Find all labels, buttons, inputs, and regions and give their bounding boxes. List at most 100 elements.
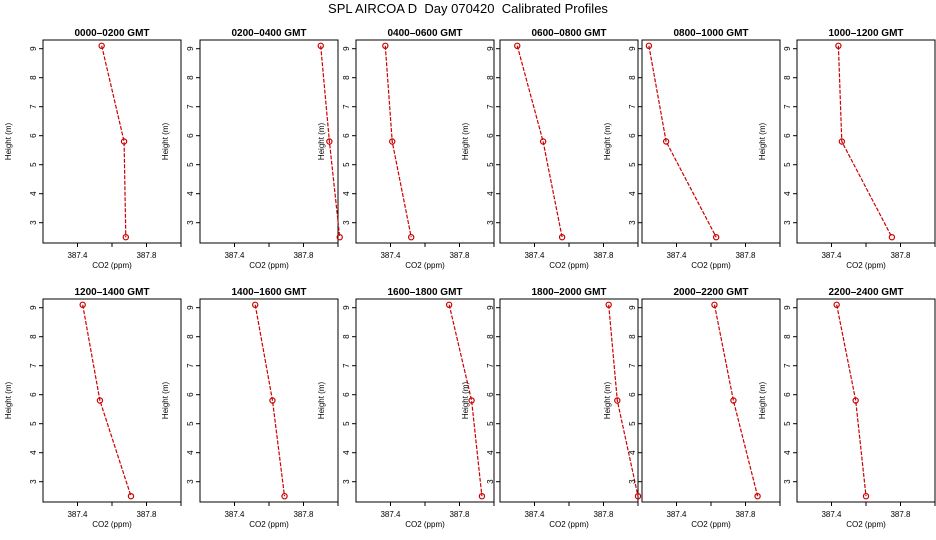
data-point (514, 42, 521, 50)
profile-line (713, 304, 759, 497)
y-tick-label: 6 (342, 133, 351, 138)
y-tick-label: 5 (783, 421, 792, 426)
y-tick-label: 3 (186, 220, 195, 225)
data-point (634, 493, 642, 500)
y-tick-label: 4 (186, 191, 195, 196)
y-tick-label: 9 (342, 305, 351, 310)
y-tick-label: 6 (186, 392, 195, 397)
profile-panel-7: 1200–1400 GMT 3 4 5 6 7 8 9 387.4 387.8 CO2 (ppm) H… (4, 287, 182, 529)
y-tick-label: 4 (783, 191, 792, 196)
y-axis-label: Height (m) (161, 122, 170, 160)
x-tick-label: 387.8 (735, 510, 756, 519)
x-tick-label: 387.4 (224, 510, 245, 519)
data-point (614, 397, 621, 404)
x-tick-label: 387.4 (67, 510, 88, 519)
y-tick-label: 5 (628, 162, 637, 167)
y-tick-label: 3 (29, 220, 38, 225)
x-axis-label: CO2 (ppm) (691, 520, 731, 529)
x-axis-label: CO2 (ppm) (405, 261, 445, 270)
y-tick-label: 4 (29, 191, 38, 196)
x-axis-label: CO2 (ppm) (549, 261, 589, 270)
data-point (79, 301, 86, 308)
data-point (382, 42, 389, 50)
y-tick-label: 5 (342, 162, 351, 167)
data-point (645, 42, 653, 50)
x-axis-label: CO2 (ppm) (249, 261, 289, 270)
data-point (838, 138, 846, 145)
profile-panel-2: 0200–0400 GMT 3 4 5 6 7 8 9 387.4 387.8 CO2 (ppm) H… (161, 28, 343, 270)
data-point (539, 138, 547, 145)
data-point (127, 493, 135, 500)
profile-line (384, 45, 412, 238)
y-tick-label: 5 (628, 421, 637, 426)
y-tick-label: 4 (486, 450, 495, 455)
panel-title: 0800–1000 GMT (673, 28, 748, 39)
y-tick-label: 6 (628, 133, 637, 138)
data-point (251, 301, 259, 308)
y-tick-label: 9 (486, 46, 495, 51)
profile-line (254, 304, 286, 497)
x-tick-label: 387.4 (524, 510, 545, 519)
panel-title: 2000–2200 GMT (673, 287, 748, 298)
y-tick-label: 9 (29, 305, 38, 310)
y-axis-label: Height (m) (758, 122, 767, 160)
panel-title: 0400–0600 GMT (387, 28, 462, 39)
y-tick-label: 3 (783, 479, 792, 484)
y-tick-label: 5 (186, 162, 195, 167)
data-point (445, 301, 453, 308)
y-tick-label: 9 (186, 46, 195, 51)
y-tick-label: 5 (486, 162, 495, 167)
profile-line (82, 304, 132, 497)
data-point (558, 233, 566, 241)
x-axis-label: CO2 (ppm) (92, 520, 132, 529)
data-point (888, 233, 896, 241)
y-tick-label: 3 (628, 479, 637, 484)
y-axis-label: Height (m) (461, 122, 470, 160)
data-point (98, 42, 105, 50)
y-tick-label: 5 (186, 421, 195, 426)
plot-frame (355, 298, 495, 503)
profile-panel-4: 0600–0800 GMT 3 4 5 6 7 8 9 387.4 387.8 CO2 (ppm) H… (461, 28, 639, 270)
x-tick-label: 387.4 (666, 251, 687, 260)
x-tick-label: 387.8 (593, 510, 614, 519)
y-tick-label: 7 (342, 104, 351, 109)
y-tick-label: 9 (29, 46, 38, 51)
y-tick-label: 8 (628, 75, 637, 80)
y-tick-label: 6 (342, 392, 351, 397)
x-tick-label: 387.4 (666, 510, 687, 519)
y-tick-label: 4 (783, 450, 792, 455)
y-axis-label: Height (m) (317, 122, 326, 160)
profile-line (648, 45, 717, 238)
y-tick-label: 6 (29, 392, 38, 397)
y-tick-label: 6 (783, 133, 792, 138)
data-point (478, 493, 486, 500)
y-tick-label: 3 (783, 220, 792, 225)
y-tick-label: 9 (783, 305, 792, 310)
plot-frame (355, 39, 495, 244)
profile-line (320, 45, 341, 238)
data-point (835, 42, 842, 50)
panel-title: 0000–0200 GMT (74, 28, 149, 39)
x-tick-label: 387.8 (593, 251, 614, 260)
y-tick-label: 7 (342, 363, 351, 368)
y-tick-label: 7 (486, 363, 495, 368)
x-tick-label: 387.8 (449, 510, 470, 519)
y-tick-label: 3 (29, 479, 38, 484)
x-tick-label: 387.8 (293, 510, 314, 519)
panel-title: 1800–2000 GMT (531, 287, 606, 298)
profile-line (448, 304, 483, 497)
profile-line (608, 304, 639, 497)
data-point (833, 301, 840, 308)
x-tick-label: 387.8 (136, 510, 157, 519)
y-tick-label: 5 (783, 162, 792, 167)
x-axis-label: CO2 (ppm) (549, 520, 589, 529)
y-tick-label: 8 (342, 75, 351, 80)
profile-panel-5: 0800–1000 GMT 3 4 5 6 7 8 9 387.4 387.8 CO2 (ppm) H… (603, 28, 781, 270)
y-tick-label: 6 (628, 392, 637, 397)
data-point (408, 233, 415, 241)
figure-title: SPL AIRCOA D Day 070420 Calibrated Profi… (328, 1, 608, 16)
plot-frame (796, 39, 936, 244)
panel-title: 1200–1400 GMT (74, 287, 149, 298)
y-tick-label: 8 (783, 334, 792, 339)
y-tick-label: 4 (486, 191, 495, 196)
